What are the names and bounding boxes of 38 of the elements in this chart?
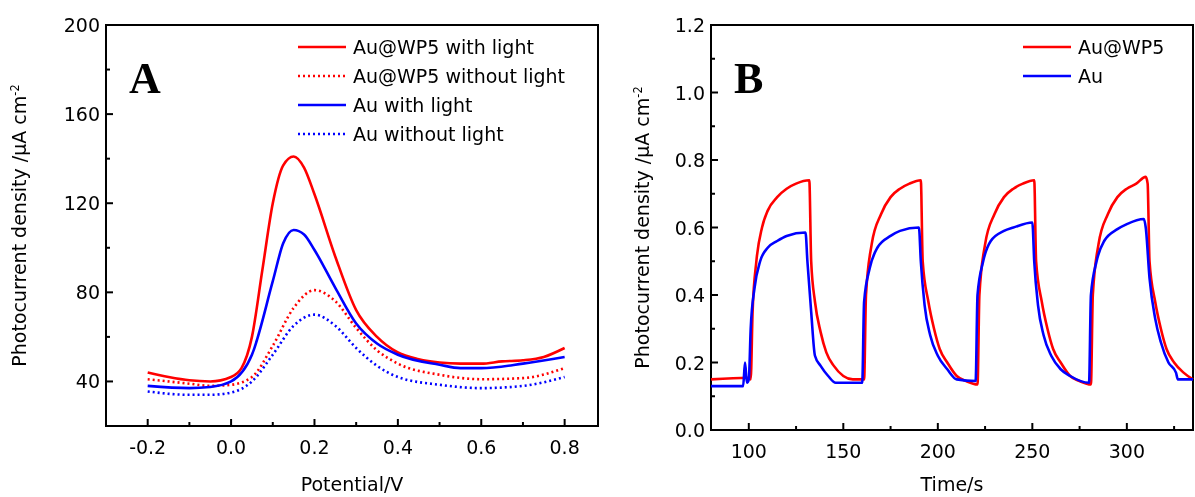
line-series (146, 313, 566, 397)
y-tick-label: 120 (63, 192, 100, 215)
x-tick-label: 0.4 (382, 436, 413, 458)
y-tick-label: 40 (75, 370, 100, 393)
y-tick-label: 0.4 (674, 284, 705, 306)
y-tick-label: 160 (63, 103, 100, 126)
line-series (146, 228, 566, 390)
legend-label: Au without light (353, 123, 504, 145)
text: B (734, 54, 764, 103)
x-tick-label: 200 (919, 440, 956, 462)
y-tick-label: 0.6 (674, 216, 705, 239)
text: A (129, 54, 161, 103)
y-tick-label: 0.2 (674, 351, 705, 374)
x-axis-title: Time/s (919, 473, 984, 495)
legend-label: Au@WP5 with light (353, 36, 534, 58)
y-tick-label: 200 (63, 14, 100, 36)
x-tick-label: 0.8 (549, 436, 580, 458)
x-tick-label: -0.2 (129, 436, 167, 458)
line-series (146, 155, 566, 383)
x-tick-label: 0.2 (299, 436, 330, 458)
y-tick-label: 0.8 (674, 149, 705, 171)
y-tick-label: 1.2 (674, 14, 705, 36)
line-series (709, 175, 1195, 386)
legend-label: Au@WP5 without light (353, 65, 565, 87)
y-tick-label: 0.0 (674, 419, 705, 441)
x-tick-label: 150 (825, 440, 862, 462)
y-tick-label: 1.0 (674, 81, 705, 104)
legend-label: Au@WP5 (1078, 36, 1165, 58)
x-tick-label: 250 (1014, 440, 1051, 462)
x-tick-label: 0.6 (466, 436, 497, 458)
y-tick-label: 80 (75, 281, 100, 304)
x-tick-label: 300 (1108, 440, 1145, 462)
x-tick-label: 100 (730, 440, 767, 462)
x-axis-title: Potential/V (300, 473, 404, 495)
x-tick-label: 0.0 (215, 436, 247, 458)
legend-label: Au (1078, 65, 1104, 87)
line-series (709, 217, 1195, 388)
legend-label: Au with light (353, 94, 473, 116)
